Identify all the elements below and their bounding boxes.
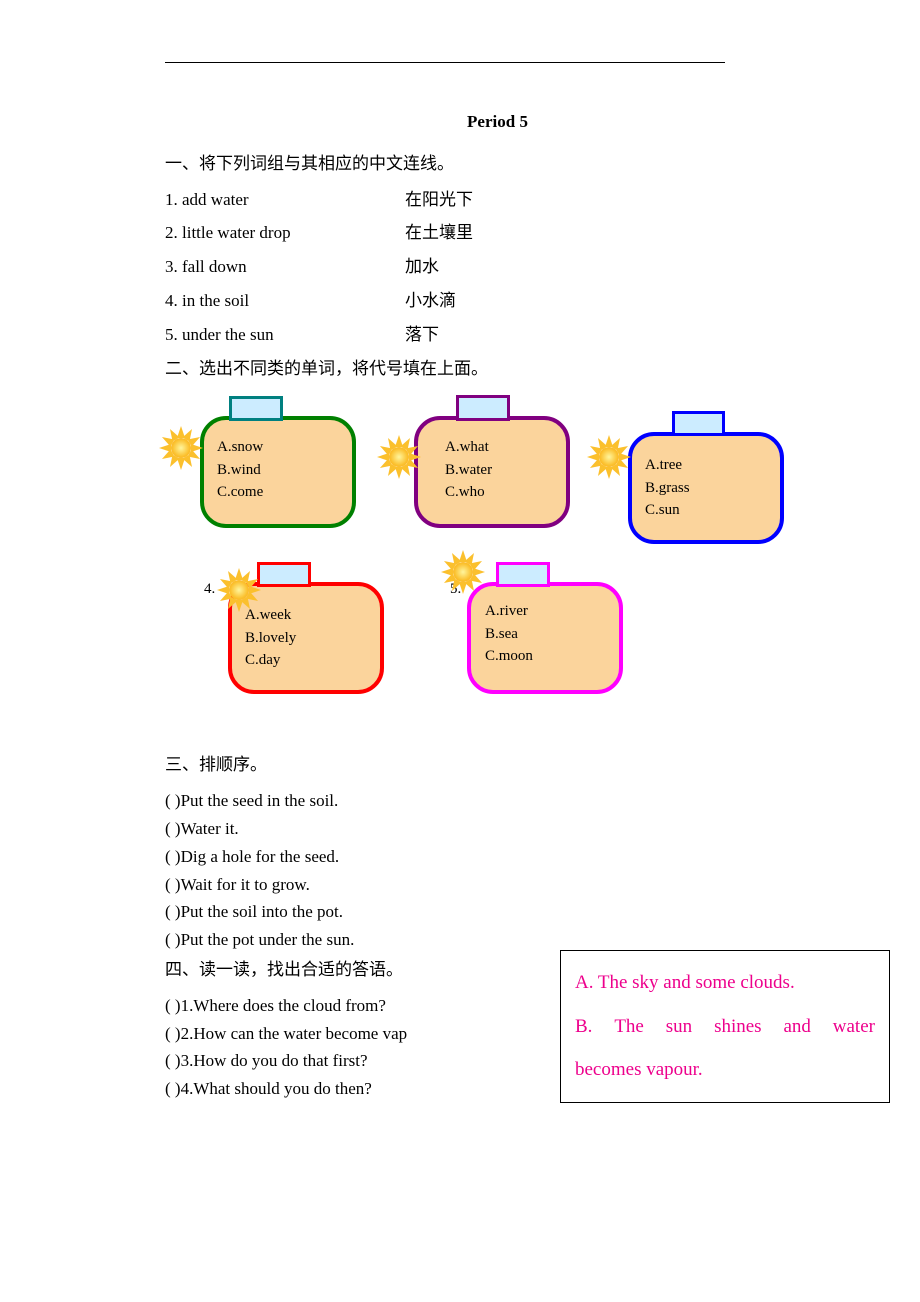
bottle-option: B.water (445, 459, 492, 482)
bottle-option: A.river (485, 600, 533, 623)
bottle-option: B.lovely (245, 627, 296, 650)
q3-item: ( )Wait for it to grow. (165, 873, 830, 897)
bottle-option: A.tree (645, 454, 690, 477)
bottle-options: A.snowB.windC.come (217, 436, 263, 504)
bottle-options: A.weekB.lovelyC.day (245, 604, 296, 672)
section-1-heading: 一、将下列词组与其相应的中文连线。 (165, 152, 830, 176)
section-1: 一、将下列词组与其相应的中文连线。 1. add water在阳光下2. lit… (165, 152, 830, 347)
page-title: Period 5 (165, 110, 830, 134)
sun-icon (219, 570, 259, 610)
section-2: 二、选出不同类的单词，将代号填在上面。 1.A.snowB.windC.come… (165, 357, 830, 748)
q1-english: 2. little water drop (165, 221, 405, 245)
bottle-option: C.come (217, 481, 263, 504)
section-4: 四、读一读，找出合适的答语。 ( )1.Where does the cloud… (165, 958, 830, 1101)
bottle-option: B.sea (485, 623, 533, 646)
bottle-cap (672, 411, 725, 436)
bottle-options: A.treeB.grassC.sun (645, 454, 690, 522)
q1-row: 3. fall down加水 (165, 255, 830, 279)
bottle-number: 4. (204, 579, 215, 600)
answer-word: water (833, 1005, 875, 1049)
q1-chinese: 小水滴 (405, 289, 456, 313)
answer-box: A. The sky and some clouds. B. Thesunshin… (560, 950, 890, 1103)
q1-english: 3. fall down (165, 255, 405, 279)
bottle-cap (257, 562, 311, 587)
answer-word: sun (666, 1005, 692, 1049)
bottle-option: B.wind (217, 459, 263, 482)
q1-chinese: 在阳光下 (405, 188, 473, 212)
answer-a: A. The sky and some clouds. (575, 961, 875, 1005)
q3-item: ( )Water it. (165, 817, 830, 841)
q1-chinese: 在土壤里 (405, 221, 473, 245)
answer-word: shines (714, 1005, 762, 1049)
answer-word: and (783, 1005, 810, 1049)
bottle-option: A.what (445, 436, 492, 459)
q1-row: 5. under the sun落下 (165, 323, 830, 347)
q3-item: ( )Dig a hole for the seed. (165, 845, 830, 869)
section-3-heading: 三、排顺序。 (165, 753, 830, 777)
q1-english: 5. under the sun (165, 323, 405, 347)
bottle-options: A.whatB.waterC.who (445, 436, 492, 504)
sun-icon (379, 437, 419, 477)
bottle-option: C.day (245, 649, 296, 672)
q1-english: 4. in the soil (165, 289, 405, 313)
q1-row: 4. in the soil小水滴 (165, 289, 830, 313)
bottle-options: A.riverB.seaC.moon (485, 600, 533, 668)
bottle-option: C.sun (645, 499, 690, 522)
bottle-option: C.who (445, 481, 492, 504)
worksheet-page: Period 5 一、将下列词组与其相应的中文连线。 1. add water在… (0, 0, 920, 1155)
bottle-cap (229, 396, 283, 421)
bottle-cap (496, 562, 550, 587)
bottle-option: C.moon (485, 645, 533, 668)
bottle-option: A.snow (217, 436, 263, 459)
sun-icon (589, 437, 629, 477)
q3-item: ( )Put the pot under the sun. (165, 928, 830, 952)
answer-b-line1: B. Thesun shines and water (575, 1005, 875, 1049)
section-2-heading: 二、选出不同类的单词，将代号填在上面。 (165, 357, 830, 381)
bottles-area: 1.A.snowB.windC.comeA.whatB.waterC.whoA.… (165, 392, 845, 747)
answer-word: The (614, 1005, 644, 1049)
q1-row: 1. add water在阳光下 (165, 188, 830, 212)
section-3: 三、排顺序。 ( )Put the seed in the soil. ( )Wa… (165, 753, 830, 952)
q1-chinese: 加水 (405, 255, 439, 279)
bottle-option: B.grass (645, 477, 690, 500)
answer-b-line2: becomes vapour. (575, 1048, 875, 1092)
top-rule (165, 62, 725, 63)
q1-english: 1. add water (165, 188, 405, 212)
sun-icon (443, 552, 483, 592)
section-3-lines: ( )Put the seed in the soil. ( )Water it.… (165, 789, 830, 952)
q1-chinese: 落下 (405, 323, 439, 347)
q3-item: ( )Put the soil into the pot. (165, 900, 830, 924)
sun-icon (161, 428, 201, 468)
answer-word: B. (575, 1005, 592, 1049)
q1-row: 2. little water drop在土壤里 (165, 221, 830, 245)
q3-item: ( )Put the seed in the soil. (165, 789, 830, 813)
bottle-cap (456, 395, 510, 421)
q1-rows: 1. add water在阳光下2. little water drop在土壤里… (165, 188, 830, 347)
